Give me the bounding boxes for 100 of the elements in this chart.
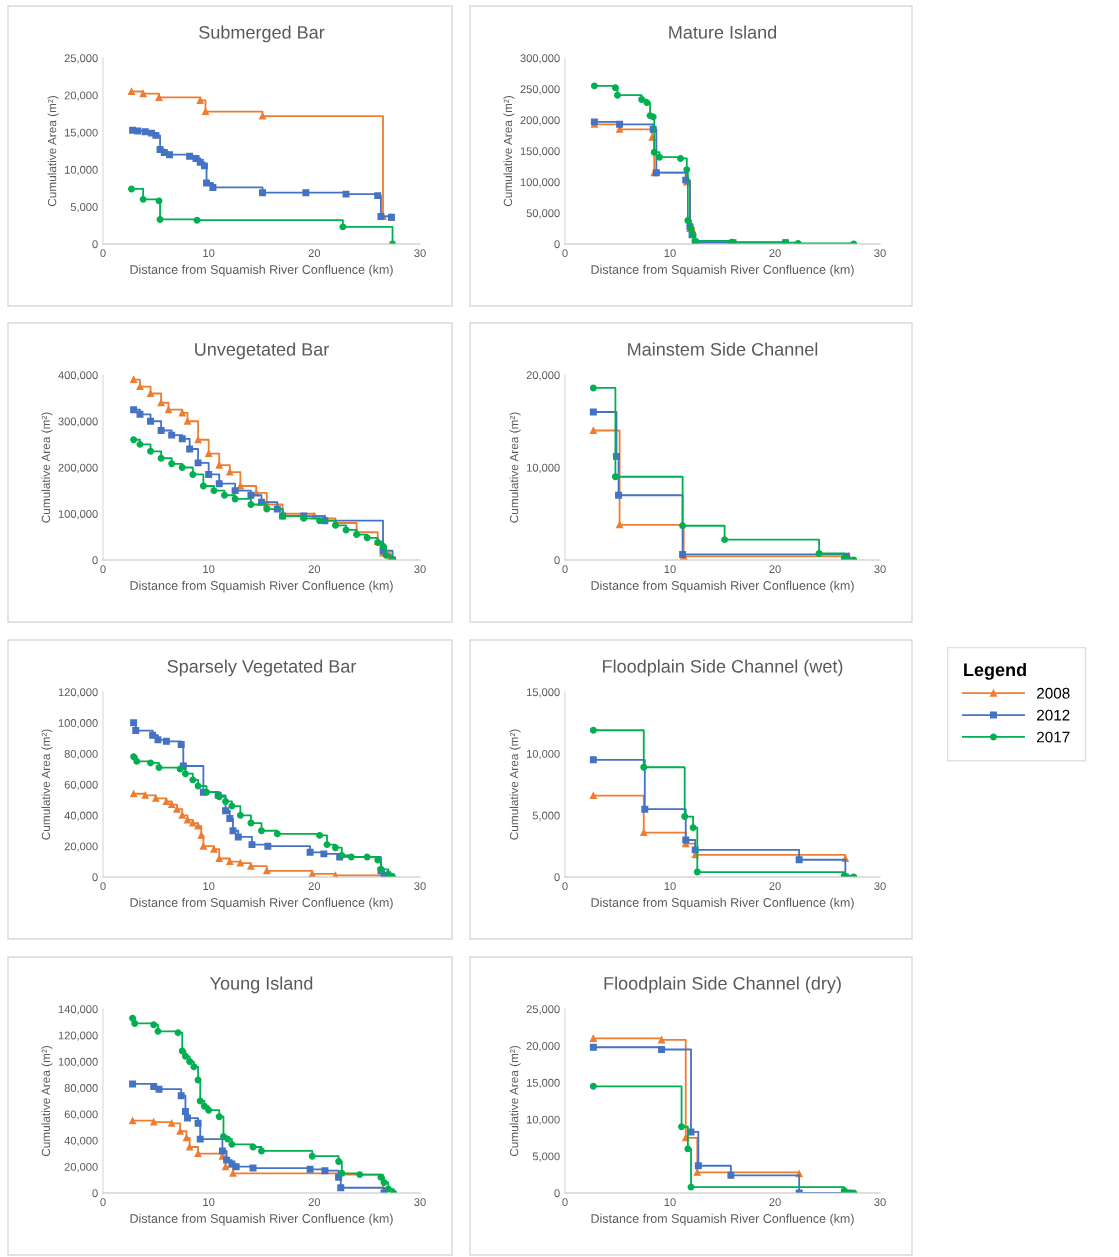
x-tick-label: 10 (203, 882, 215, 891)
x-tick-label: 20 (769, 565, 781, 574)
y-axis-title: Cumulative Area (m²) (41, 729, 53, 840)
chart-title: Submerged Bar (199, 25, 325, 43)
y-tick-label: 200,000 (58, 463, 98, 473)
y-tick-label: 10,000 (527, 749, 560, 760)
y-tick-label: 60,000 (64, 780, 98, 790)
x-tick-label: 30 (414, 565, 426, 574)
x-tick-label: 0 (100, 565, 106, 574)
y-tick-label: 100,000 (520, 178, 560, 188)
y-tick-label: 15,000 (527, 688, 560, 698)
chart-title: Sparsely Vegetated Bar (167, 659, 357, 677)
x-tick-label: 10 (664, 882, 676, 891)
y-tick-label: 5,000 (70, 203, 98, 213)
y-tick-label: 0 (554, 1189, 560, 1198)
y-tick-label: 250,000 (520, 85, 560, 95)
x-tick-label: 30 (414, 249, 426, 258)
x-tick-label: 20 (308, 1198, 321, 1207)
legend-label: 2012 (1037, 709, 1070, 721)
x-tick-label: 10 (664, 249, 676, 258)
y-tick-label: 5,000 (532, 1152, 560, 1162)
y-tick-label: 20,000 (64, 842, 98, 852)
x-tick-label: 20 (308, 882, 321, 891)
y-tick-label: 10,000 (527, 463, 560, 473)
x-tick-label: 10 (203, 249, 215, 258)
y-tick-label: 20,000 (526, 1042, 560, 1052)
y-tick-label: 300,000 (520, 54, 560, 64)
y-axis-title: Cumulative Area (m²) (509, 729, 521, 840)
y-axis-title: Cumulative Area (m²) (41, 1045, 53, 1157)
x-tick-label: 30 (874, 249, 886, 258)
x-tick-label: 0 (562, 1198, 568, 1207)
x-tick-label: 10 (203, 1198, 215, 1207)
x-tick-label: 20 (308, 249, 321, 258)
x-tick-label: 0 (100, 882, 106, 891)
x-tick-label: 20 (308, 565, 321, 574)
legend-label: 2017 (1037, 731, 1070, 743)
y-tick-label: 0 (92, 240, 98, 249)
x-tick-label: 10 (664, 565, 676, 574)
y-tick-label: 100,000 (58, 719, 98, 729)
x-axis-title: Distance from Squamish River Confluence (km) (591, 1213, 854, 1226)
y-tick-label: 0 (92, 873, 98, 882)
x-tick-label: 30 (414, 882, 426, 891)
x-axis-title: Distance from Squamish River Confluence (km) (130, 264, 393, 277)
y-tick-label: 40,000 (64, 811, 98, 821)
x-tick-label: 0 (100, 1198, 106, 1207)
chart-title: Floodplain Side Channel (dry) (604, 976, 841, 994)
y-tick-label: 140,000 (58, 1005, 98, 1015)
x-tick-label: 30 (874, 565, 886, 574)
y-tick-label: 25,000 (64, 54, 98, 64)
y-tick-label: 25,000 (526, 1005, 560, 1015)
x-tick-label: 30 (874, 1198, 886, 1207)
y-tick-label: 400,000 (58, 371, 98, 381)
y-axis-title: Cumulative Area (m²) (41, 412, 53, 523)
y-tick-label: 10,000 (527, 1115, 560, 1125)
x-tick-label: 0 (562, 249, 568, 258)
legend-label: 2008 (1037, 687, 1070, 699)
y-tick-label: 80,000 (64, 1084, 98, 1094)
x-axis-title: Distance from Squamish River Confluence (km) (591, 580, 854, 593)
y-tick-label: 120,000 (58, 1031, 98, 1041)
x-tick-label: 20 (769, 249, 781, 258)
x-tick-label: 0 (562, 565, 568, 574)
x-axis-title: Distance from Squamish River Confluence (km) (130, 1213, 393, 1226)
y-tick-label: 60,000 (64, 1110, 98, 1120)
x-tick-label: 30 (874, 882, 886, 891)
y-axis-title: Cumulative Area (m²) (509, 1045, 521, 1157)
x-axis-title: Distance from Squamish River Confluence (km) (130, 580, 393, 593)
x-tick-label: 20 (769, 882, 781, 891)
x-tick-label: 0 (100, 249, 106, 258)
y-tick-label: 0 (554, 556, 560, 565)
x-tick-label: 20 (769, 1198, 781, 1207)
y-tick-label: 10,000 (65, 165, 98, 176)
x-axis-title: Distance from Squamish River Confluence (km) (130, 897, 393, 910)
y-tick-label: 5,000 (532, 811, 560, 821)
y-tick-label: 15,000 (65, 128, 98, 138)
y-tick-label: 0 (92, 1189, 98, 1198)
x-axis-title: Distance from Squamish River Confluence (km) (591, 897, 854, 910)
x-tick-label: 30 (414, 1198, 426, 1207)
y-tick-label: 20,000 (64, 91, 98, 101)
y-tick-label: 300,000 (58, 417, 98, 427)
y-tick-label: 50,000 (526, 209, 560, 219)
chart-title: Mainstem Side Channel (628, 342, 818, 356)
x-tick-label: 10 (203, 565, 215, 574)
x-tick-label: 10 (664, 1198, 676, 1207)
y-tick-label: 40,000 (64, 1136, 98, 1146)
y-tick-label: 20,000 (526, 371, 560, 381)
y-tick-label: 15,000 (527, 1078, 560, 1089)
y-axis-title: Cumulative Area (m²) (509, 412, 521, 523)
y-tick-label: 0 (92, 556, 98, 565)
x-tick-label: 0 (562, 882, 568, 891)
y-axis-title: Cumulative Area (m²) (47, 95, 59, 207)
y-tick-label: 120,000 (58, 688, 98, 698)
chart-title: Mature Island (669, 25, 777, 39)
y-tick-label: 100,000 (58, 1057, 98, 1068)
x-axis-title: Distance from Squamish River Confluence (km) (591, 264, 854, 277)
y-tick-label: 20,000 (64, 1162, 98, 1173)
legend-title: Legend (964, 662, 1026, 680)
y-tick-label: 0 (554, 873, 560, 882)
y-tick-label: 200,000 (520, 116, 560, 126)
y-tick-label: 0 (554, 240, 560, 249)
y-tick-label: 150,000 (520, 147, 560, 157)
